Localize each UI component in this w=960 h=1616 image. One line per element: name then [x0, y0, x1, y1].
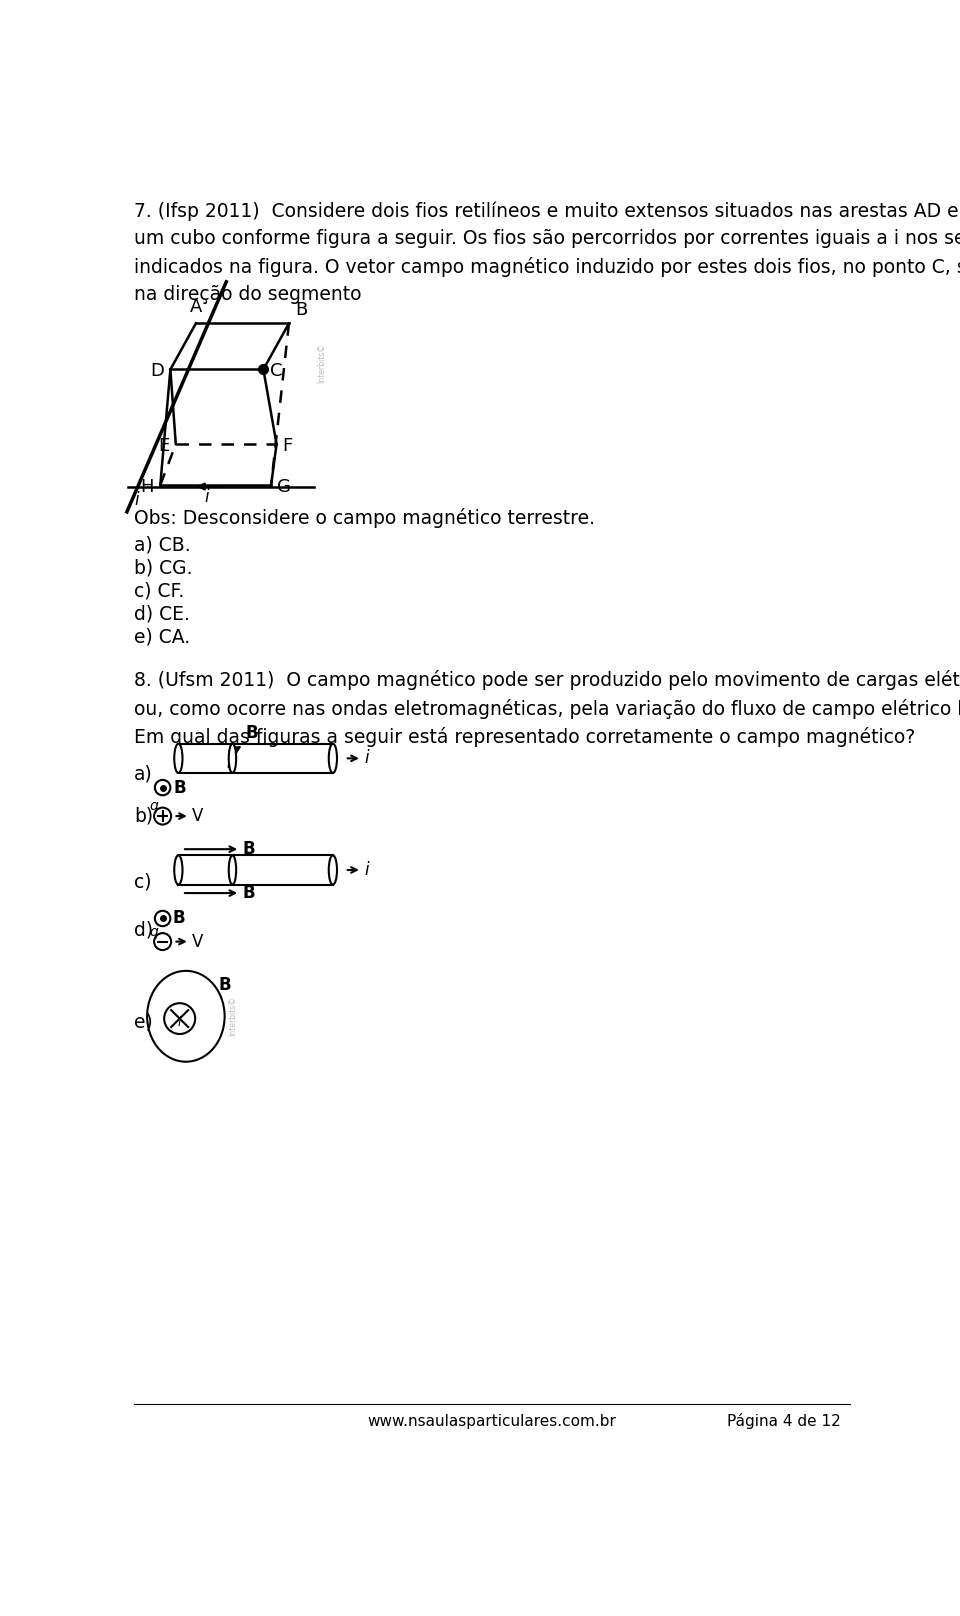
- Bar: [179, 743, 333, 772]
- Text: d) CE.: d) CE.: [134, 604, 190, 624]
- Text: D: D: [151, 362, 164, 380]
- Text: Interbits©: Interbits©: [317, 343, 326, 383]
- Text: B: B: [174, 779, 186, 797]
- Ellipse shape: [228, 855, 236, 884]
- Text: i: i: [134, 491, 139, 509]
- Text: B: B: [243, 840, 255, 858]
- Bar: [179, 855, 333, 884]
- Text: e): e): [134, 1012, 153, 1031]
- Text: i: i: [364, 861, 369, 879]
- Text: a): a): [134, 764, 153, 784]
- Text: c) CF.: c) CF.: [134, 582, 184, 600]
- Text: E: E: [158, 436, 170, 454]
- Text: b): b): [134, 806, 153, 826]
- Text: e) CA.: e) CA.: [134, 627, 190, 646]
- Text: F: F: [283, 436, 293, 454]
- Ellipse shape: [228, 743, 236, 772]
- Text: V: V: [192, 932, 204, 950]
- Text: q: q: [150, 924, 158, 939]
- Text: H: H: [140, 477, 155, 496]
- Text: i: i: [364, 750, 369, 768]
- Ellipse shape: [328, 855, 337, 884]
- Text: B: B: [295, 301, 307, 318]
- Text: B: B: [243, 884, 255, 902]
- Text: q: q: [150, 798, 158, 813]
- Text: C: C: [270, 362, 282, 380]
- Text: a) CB.: a) CB.: [134, 535, 191, 554]
- Text: 8. (Ufsm 2011)  O campo magnético pode ser produzido pelo movimento de cargas el: 8. (Ufsm 2011) O campo magnético pode se…: [134, 669, 960, 747]
- Text: B: B: [246, 724, 258, 742]
- Circle shape: [164, 1004, 195, 1034]
- Text: B: B: [173, 910, 185, 928]
- Text: b) CG.: b) CG.: [134, 558, 192, 577]
- Text: i: i: [178, 1016, 181, 1029]
- Text: i: i: [204, 488, 209, 506]
- Text: V: V: [192, 806, 204, 826]
- Text: Interbits©: Interbits©: [228, 997, 237, 1036]
- Text: Página 4 de 12: Página 4 de 12: [727, 1414, 841, 1429]
- Ellipse shape: [147, 971, 225, 1062]
- Ellipse shape: [175, 855, 182, 884]
- Text: 7. (Ifsp 2011)  Considere dois fios retilíneos e muito extensos situados nas are: 7. (Ifsp 2011) Considere dois fios retil…: [134, 202, 960, 304]
- Circle shape: [155, 932, 171, 950]
- Text: d): d): [134, 921, 153, 939]
- Circle shape: [155, 781, 170, 795]
- Text: G: G: [277, 477, 291, 496]
- Circle shape: [155, 911, 170, 926]
- Ellipse shape: [328, 743, 337, 772]
- Circle shape: [155, 808, 171, 824]
- Text: Obs: Desconsidere o campo magnético terrestre.: Obs: Desconsidere o campo magnético terr…: [134, 507, 595, 528]
- Text: B: B: [219, 976, 231, 994]
- Text: A: A: [190, 297, 203, 315]
- Text: c): c): [134, 873, 152, 890]
- Ellipse shape: [175, 743, 182, 772]
- Text: www.nsaulasparticulares.com.br: www.nsaulasparticulares.com.br: [368, 1414, 616, 1429]
